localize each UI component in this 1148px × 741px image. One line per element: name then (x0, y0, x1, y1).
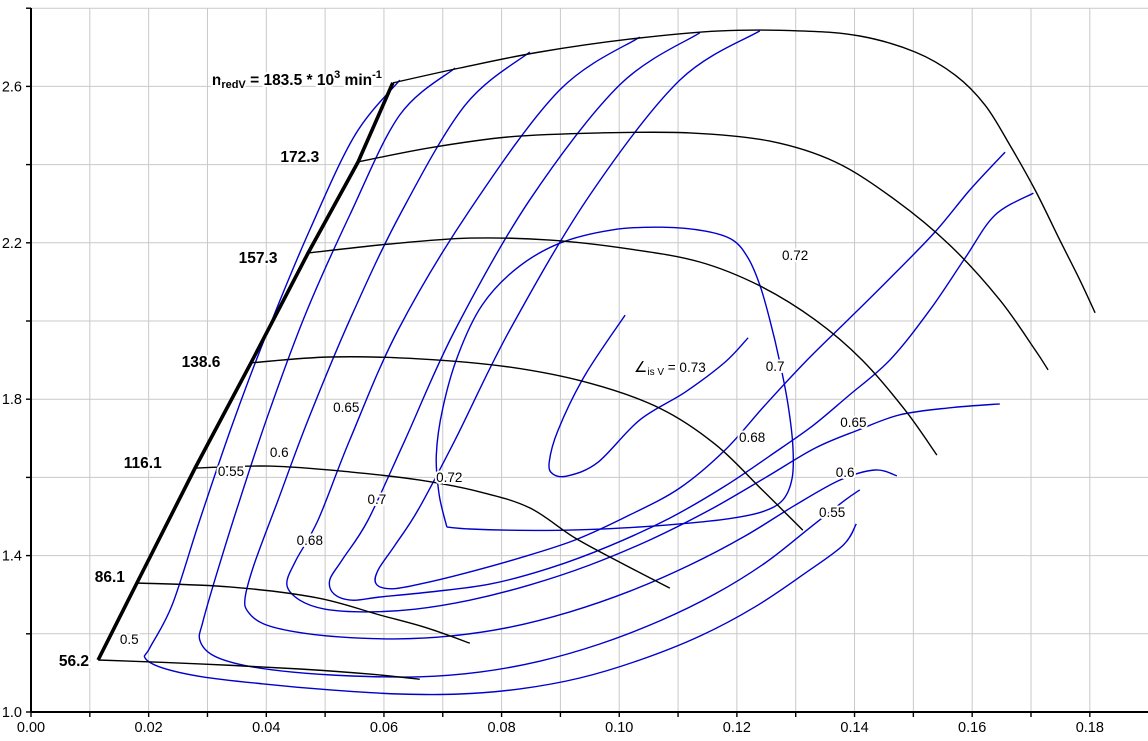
efficiency-label: 0.7 (367, 492, 386, 507)
x-tick-label: 0.02 (135, 720, 163, 736)
y-tick-label: 1.0 (2, 705, 22, 721)
speed-lines (98, 29, 1096, 680)
speed-line (136, 582, 471, 644)
x-tick-label: 0.18 (1076, 720, 1104, 736)
efficiency-label: 0.68 (297, 533, 323, 548)
efficiency-contour (143, 79, 857, 696)
axes (30, 8, 1148, 713)
x-axis-labels: 0.00 0.02 0.04 0.06 0.08 0.10 0.12 0.14 0.16 0.18 (17, 720, 1104, 736)
efficiency-contour (328, 32, 1034, 601)
y-tick-label: 1.4 (2, 549, 22, 565)
x-tick-label: 0.04 (252, 720, 280, 736)
speed-line (195, 465, 671, 589)
efficiency-label: 0.6 (270, 445, 289, 460)
speed-label: 157.3 (239, 250, 278, 267)
speed-label: 116.1 (124, 455, 162, 472)
speed-line (392, 29, 1096, 314)
y-axis-labels: 1.0 1.4 1.8 2.2 2.6 (2, 79, 22, 721)
speed-line (98, 659, 420, 680)
speed-label: 138.6 (182, 354, 221, 371)
efficiency-label: 0.55 (218, 464, 244, 479)
efficiency-label: 0.5 (120, 632, 139, 647)
efficiency-label: 0.55 (819, 505, 845, 520)
efficiency-label: 0.65 (333, 400, 359, 415)
speed-line (250, 356, 804, 531)
efficiency-contour (286, 36, 1000, 613)
efficiency-label: 0.72 (436, 470, 462, 485)
x-tick-label: 0.06 (370, 720, 398, 736)
efficiency-labels: 0.5 0.55 0.6 0.65 0.68 0.7 0.72 0.7 0.72 0.68 0.65… (118, 246, 869, 649)
y-tick-label: 2.6 (2, 79, 22, 95)
speed-label: 56.2 (59, 653, 89, 670)
efficiency-label: 0.7 (766, 359, 785, 374)
efficiency-label: 0.68 (739, 430, 765, 445)
efficiency-label: 0.6 (836, 465, 855, 480)
efficiency-title: ∠is V = 0.73 (634, 359, 706, 378)
efficiency-contours (143, 30, 1034, 696)
speed-line (308, 237, 938, 456)
efficiency-contour (435, 226, 795, 532)
efficiency-label: 0.65 (840, 415, 866, 430)
x-tick-label: 0.14 (840, 720, 868, 736)
speed-line (357, 131, 1049, 371)
speed-labels: 56.2 86.1 116.1 138.6 157.3 172.3 (57, 147, 322, 672)
speed-label: 172.3 (280, 149, 319, 166)
efficiency-contour (198, 67, 861, 678)
plot-grid (31, 7, 1148, 712)
efficiency-contour (548, 314, 749, 478)
efficiency-label: 0.72 (782, 248, 808, 263)
efficiency-contour (243, 51, 898, 640)
speed-line-title: nredV = 183.5 * 103 min-1 (212, 69, 382, 91)
x-tick-label: 0.12 (723, 720, 751, 736)
y-tick-label: 2.2 (2, 236, 22, 252)
surge-line (96, 82, 395, 661)
x-tick-label: 0.00 (17, 720, 45, 736)
speed-label: 86.1 (95, 569, 126, 586)
x-tick-label: 0.10 (605, 720, 633, 736)
efficiency-contour (374, 30, 1006, 590)
axis-ticks (26, 7, 1091, 717)
x-tick-label: 0.16 (958, 720, 986, 736)
y-tick-label: 1.8 (2, 392, 22, 408)
x-tick-label: 0.08 (487, 720, 515, 736)
